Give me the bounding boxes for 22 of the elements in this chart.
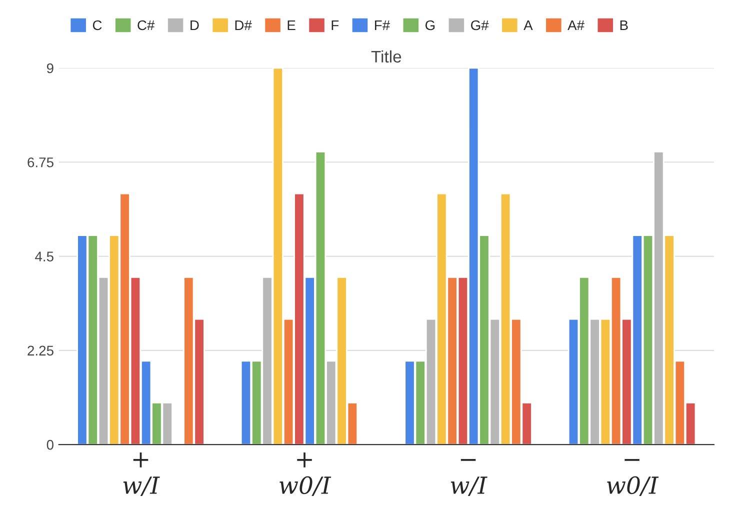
x-tick-label: + w0/I (280, 452, 332, 496)
x-tick-label: − w/I (450, 459, 488, 496)
x-tick-label: + w/I (123, 452, 160, 496)
legend-label: D# (235, 20, 252, 30)
legend-label: F# (375, 20, 390, 30)
legend-label: G (425, 20, 435, 30)
legend-label: B (620, 20, 628, 30)
legend-label: E (288, 20, 296, 30)
y-tick-label: 9 (46, 63, 54, 74)
y-tick-label: 6.75 (28, 157, 54, 168)
y-tick-label: 4.5 (35, 252, 54, 262)
legend-label: A# (568, 20, 584, 30)
x-tick-label: − w0/I (607, 459, 659, 496)
legend-label: G# (471, 20, 489, 30)
legend-label: F (332, 20, 339, 30)
legend-label: C# (138, 20, 155, 30)
y-tick-label: 0 (46, 440, 54, 450)
legend-label: A (524, 20, 533, 30)
legend-label: D (190, 20, 199, 30)
legend-label: C (92, 20, 102, 30)
y-tick-label: 2.25 (28, 346, 54, 356)
chart-title: Title (371, 50, 402, 63)
